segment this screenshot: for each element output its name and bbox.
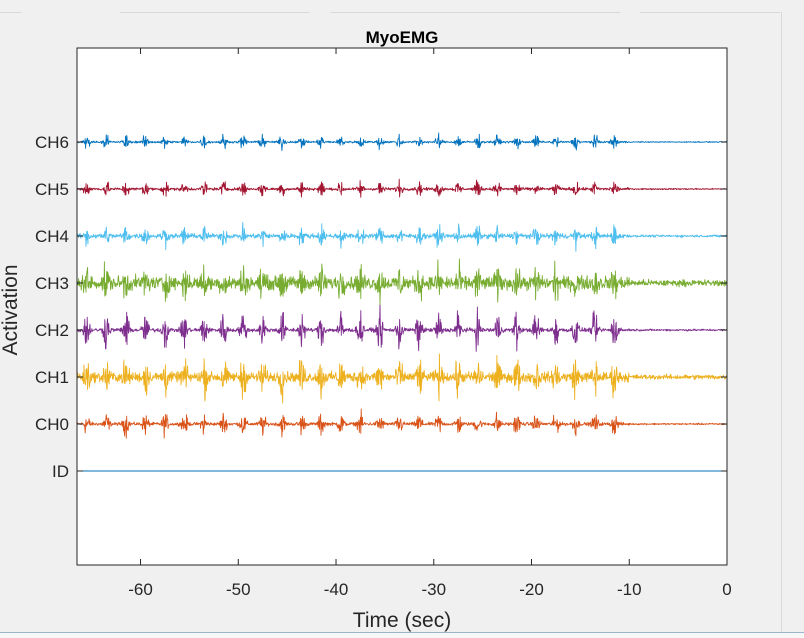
y-tick-label: CH1	[35, 368, 69, 387]
x-tick-label: -60	[128, 580, 153, 599]
trace-line-ch1	[76, 353, 728, 404]
status-bar	[0, 632, 804, 638]
y-tick-label: CH6	[35, 133, 69, 152]
trace-ch4	[76, 222, 728, 252]
axes-box	[76, 47, 728, 566]
y-tick-label: CH5	[35, 180, 69, 199]
trace-ch6	[76, 132, 728, 152]
x-tick-label: -40	[324, 580, 349, 599]
toolbar-divider	[0, 12, 22, 13]
trace-ch1	[76, 353, 728, 404]
trace-ch3	[76, 258, 728, 306]
trace-line-ch4	[76, 222, 728, 252]
y-tick-label: CH0	[35, 415, 69, 434]
chart-title: MyoEMG	[366, 28, 439, 47]
trace-ch5	[76, 178, 727, 198]
x-tick-label: 0	[722, 580, 731, 599]
trace-line-ch6	[76, 132, 728, 152]
x-tick-label: -50	[226, 580, 251, 599]
window-divider	[781, 12, 782, 632]
trace-ch0	[76, 408, 728, 439]
y-tick-label: ID	[52, 462, 69, 481]
trace-line-ch2	[76, 301, 728, 352]
traces	[76, 132, 728, 472]
y-tick-label: CH2	[35, 321, 69, 340]
x-tick-label: -20	[519, 580, 544, 599]
trace-line-ch5	[76, 178, 727, 198]
y-axis-label: Activation	[0, 264, 22, 355]
trace-line-ch3	[76, 258, 728, 306]
y-tick-label: CH3	[35, 274, 69, 293]
y-axis: ID CH0 CH1 CH2 CH3 CH4 CH5 CH6	[35, 133, 727, 481]
trace-ch2	[76, 301, 728, 352]
toolbar-divider	[330, 12, 620, 13]
x-tick-label: -10	[617, 580, 642, 599]
x-axis-label: Time (sec)	[353, 609, 451, 632]
toolbar-divider	[640, 12, 780, 13]
y-tick-label: CH4	[35, 227, 69, 246]
toolbar-divider	[120, 12, 310, 13]
axes-background	[77, 48, 727, 565]
x-axis: -60 -50 -40 -30 -20 -10 0	[128, 48, 732, 599]
x-tick-label: -30	[421, 580, 446, 599]
trace-line-ch0	[76, 408, 728, 439]
